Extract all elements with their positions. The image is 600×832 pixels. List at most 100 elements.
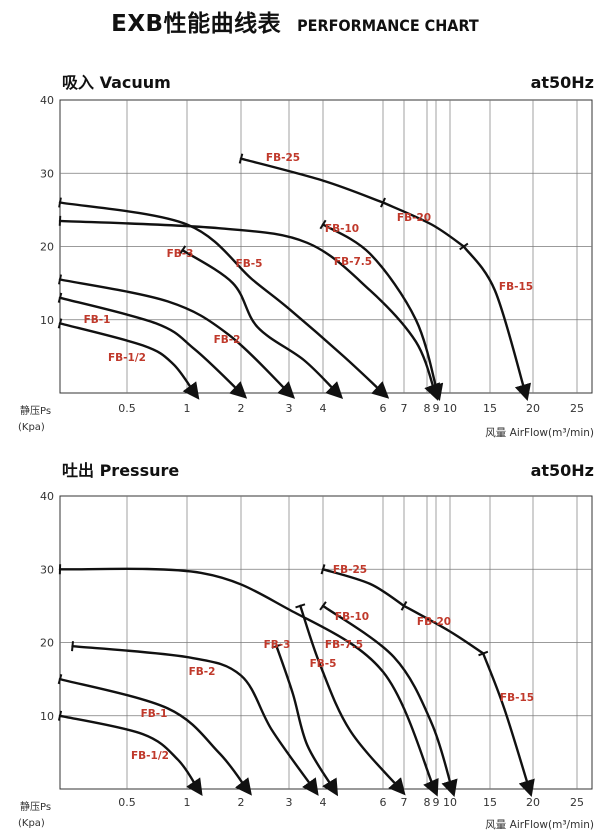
- x-tick-label: 15: [483, 796, 497, 809]
- series-start-cap: [271, 643, 282, 649]
- x-tick-label: 1: [184, 796, 191, 809]
- series-curve-fb-7-5: [58, 219, 441, 401]
- series-start-cap: [400, 601, 408, 611]
- series-curve-fb-7-5: [58, 567, 439, 797]
- y-tick-label: 40: [40, 490, 54, 503]
- series-start-cap: [478, 650, 489, 657]
- x-tick-label: 10: [443, 402, 457, 415]
- x-tick-label: 15: [483, 402, 497, 415]
- series-label: FB-10: [335, 611, 369, 623]
- x-tick-label: 2: [238, 402, 245, 415]
- series-start-cap: [380, 197, 386, 208]
- y-tick-label: 20: [40, 241, 54, 254]
- series-start-cap: [57, 710, 63, 721]
- x-tick-label: 0.5: [118, 402, 136, 415]
- series-label: FB-3: [264, 639, 291, 651]
- series-label: FB-20: [417, 616, 451, 628]
- series-start-cap: [319, 219, 327, 230]
- series-label: FB-5: [236, 258, 263, 270]
- chart-subtitle: at50Hz: [531, 73, 594, 92]
- series-label: FB-3: [167, 248, 194, 260]
- x-tick-label: 3: [286, 796, 293, 809]
- series-label: FB-15: [500, 692, 534, 704]
- x-tick-label: 7: [401, 796, 408, 809]
- y-axis-unit: (Kpa): [18, 818, 45, 829]
- series-label: FB-2: [189, 666, 216, 678]
- y-tick-label: 20: [40, 637, 54, 650]
- series-label: FB-1/2: [108, 352, 146, 364]
- series-curve-fb-15: [462, 245, 532, 402]
- series-label: FB-1: [84, 314, 111, 326]
- x-tick-label: 4: [320, 402, 327, 415]
- x-tick-label: 6: [380, 796, 387, 809]
- chart-subtitle: at50Hz: [531, 461, 594, 480]
- series-start-cap: [58, 274, 62, 285]
- series-label: FB-2: [214, 334, 241, 346]
- series-label: FB-25: [266, 152, 300, 164]
- x-tick-label: 8: [424, 796, 431, 809]
- series-label: FB-25: [333, 564, 367, 576]
- x-tick-label: 9: [433, 402, 440, 415]
- series-label: FB-1: [141, 708, 168, 720]
- x-tick-label: 8: [424, 402, 431, 415]
- series-curve-fb-1-2: [58, 714, 203, 796]
- x-tick-label: 20: [526, 796, 540, 809]
- series-label: FB-10: [325, 223, 359, 235]
- x-tick-label: 3: [286, 402, 293, 415]
- series-start-cap: [295, 603, 306, 609]
- series-label: FB-7.5: [334, 256, 372, 268]
- chart-title: 吐出 Pressure: [62, 461, 179, 480]
- series-label: FB-7.5: [325, 639, 363, 651]
- series-curve-fb-2: [58, 278, 296, 399]
- x-axis-label: 风量 AirFlow(m³/min): [485, 427, 594, 439]
- series-start-cap: [319, 601, 327, 611]
- y-tick-label: 10: [40, 710, 54, 723]
- x-tick-label: 25: [570, 402, 584, 415]
- x-tick-label: 10: [443, 796, 457, 809]
- series-start-cap: [178, 245, 187, 255]
- series-curve-fb-5: [299, 604, 406, 796]
- series-start-cap: [58, 197, 62, 208]
- series-curve-fb-2: [71, 645, 319, 796]
- y-tick-label: 30: [40, 167, 54, 180]
- y-tick-label: 40: [40, 94, 54, 107]
- series-curve-fb-3: [275, 645, 339, 797]
- series-curve-fb-10: [321, 223, 444, 402]
- series-curve-fb-5: [58, 201, 390, 399]
- series-curve-fb-25: [321, 568, 406, 608]
- y-axis-unit: (Kpa): [18, 422, 45, 433]
- series-curve-fb-1: [58, 677, 252, 796]
- series-curve-fb-1-2: [58, 322, 200, 400]
- series-label: FB-5: [310, 658, 337, 670]
- x-tick-label: 2: [238, 796, 245, 809]
- series-start-cap: [57, 674, 63, 685]
- series-curve-fb-10: [321, 604, 458, 798]
- y-tick-label: 10: [40, 314, 54, 327]
- series-label: FB-20: [397, 212, 431, 224]
- y-axis-label: 静压Ps: [20, 800, 51, 813]
- series-start-cap: [459, 242, 469, 251]
- page-title: EXB性能曲线表 PERFORMANCE CHART: [0, 4, 600, 37]
- series-curve-fb-20: [381, 201, 465, 248]
- title-english: PERFORMANCE CHART: [297, 16, 479, 35]
- x-tick-label: 25: [570, 796, 584, 809]
- series-start-cap: [238, 153, 244, 164]
- x-tick-label: 6: [380, 402, 387, 415]
- series-curve-fb-25: [239, 157, 385, 204]
- x-tick-label: 1: [184, 402, 191, 415]
- x-tick-label: 7: [401, 402, 408, 415]
- series-start-cap: [57, 292, 63, 303]
- y-tick-label: 30: [40, 563, 54, 576]
- series-curve-fb-3: [181, 249, 344, 399]
- series-start-cap: [57, 318, 63, 329]
- x-tick-label: 9: [433, 796, 440, 809]
- series-start-cap: [320, 564, 326, 575]
- chart-title: 吸入 Vacuum: [62, 73, 171, 92]
- series-curve-fb-1: [58, 296, 248, 399]
- x-tick-label: 20: [526, 402, 540, 415]
- series-curve-fb-15: [482, 652, 535, 798]
- title-main: EXB性能曲线表: [111, 11, 282, 37]
